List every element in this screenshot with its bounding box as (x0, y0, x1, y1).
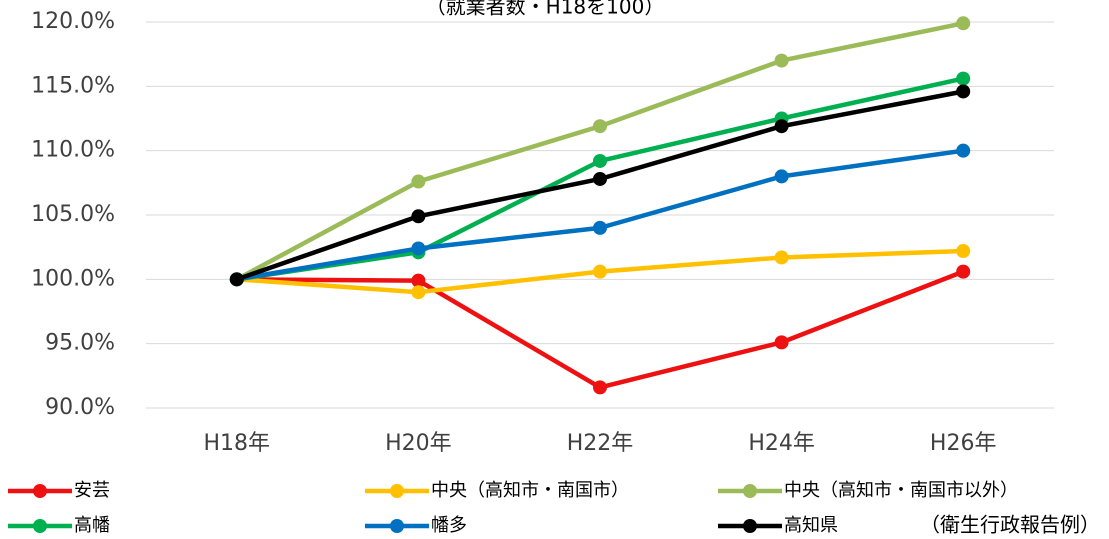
legend-label: 高幡 (74, 515, 110, 536)
legend-marker (33, 519, 47, 533)
series-point (774, 53, 789, 68)
y-tick-label: 115.0% (31, 73, 115, 98)
series-point (229, 272, 244, 287)
x-tick-label: H26年 (930, 431, 997, 456)
series-point (593, 119, 607, 134)
series-point (593, 380, 607, 395)
series-point (956, 143, 971, 158)
series-point (956, 84, 971, 99)
legend-label: 幡多 (431, 515, 467, 536)
series-point (411, 285, 426, 300)
x-tick-label: H24年 (748, 431, 815, 456)
y-tick-label: 100.0% (31, 266, 115, 291)
series-point (411, 209, 426, 224)
y-tick-label: 110.0% (31, 138, 115, 163)
legend-marker (390, 519, 404, 533)
legend-marker (390, 484, 404, 498)
series-point (956, 16, 971, 31)
series-point (411, 241, 426, 256)
series-point (956, 244, 971, 259)
y-tick-label: 120.0% (31, 9, 115, 34)
legend-marker (33, 484, 47, 498)
series-point (593, 220, 607, 235)
x-tick-label: H20年 (385, 431, 452, 456)
series-point (593, 264, 607, 279)
series-point (593, 153, 607, 168)
legend-marker (743, 484, 757, 498)
series-point (411, 174, 426, 189)
series-point (774, 335, 789, 350)
legend-label: 高知県 (784, 515, 838, 536)
x-tick-label: H18年 (204, 431, 271, 456)
series-point (774, 169, 789, 184)
x-tick-label: H22年 (567, 431, 634, 456)
series-point (774, 119, 789, 134)
series-point (956, 264, 971, 279)
legend-marker (743, 519, 757, 533)
chart-title: （就業者数・H18を100） (426, 0, 665, 19)
y-tick-label: 105.0% (31, 202, 115, 227)
series-point (593, 171, 607, 186)
y-tick-label: 95.0% (45, 331, 115, 356)
annotation: （衛生行政報告例） (920, 513, 1100, 537)
y-tick-label: 90.0% (45, 395, 115, 420)
legend-label: 中央（高知市・南国市） (431, 480, 629, 501)
legend-label: 安芸 (74, 480, 110, 501)
legend-label: 中央（高知市・南国市以外） (784, 480, 1018, 501)
series-point (774, 250, 789, 265)
series-point (411, 273, 426, 288)
series-point (956, 71, 971, 86)
